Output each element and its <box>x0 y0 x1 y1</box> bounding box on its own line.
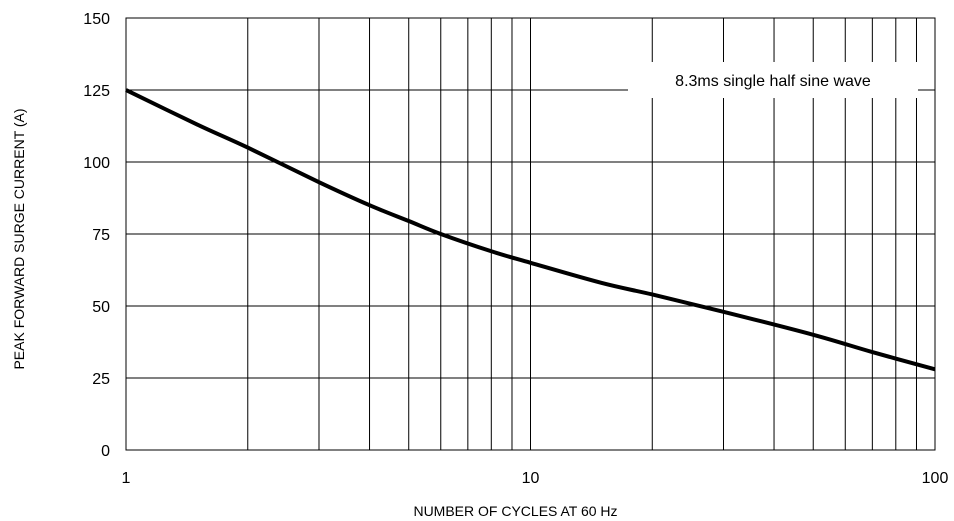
y-tick-label: 125 <box>83 83 110 100</box>
x-axis-label: NUMBER OF CYCLES AT 60 Hz <box>413 503 617 519</box>
y-tick-label: 25 <box>92 371 110 388</box>
y-tick-label: 0 <box>101 443 110 460</box>
x-tick-label: 10 <box>522 470 540 487</box>
y-tick-label: 150 <box>83 11 110 28</box>
y-tick-labels: 0 25 50 75 100 125 150 <box>83 11 110 460</box>
series-line <box>125 88 936 372</box>
annotation-background <box>628 62 918 98</box>
plot-frame <box>125 17 936 451</box>
y-axis-label: PEAK FORWARD SURGE CURRENT (A) <box>11 108 27 369</box>
annotation-box: 8.3ms single half sine wave <box>628 62 918 98</box>
y-tick-label: 50 <box>92 299 110 316</box>
x-tick-label: 100 <box>922 470 949 487</box>
x-tick-label: 1 <box>122 470 131 487</box>
x-tick-labels: 1 10 100 <box>122 470 949 487</box>
annotation-text: 8.3ms single half sine wave <box>675 73 871 90</box>
y-tick-label: 100 <box>83 155 110 172</box>
y-tick-label: 75 <box>92 227 110 244</box>
series-layer <box>125 88 936 372</box>
